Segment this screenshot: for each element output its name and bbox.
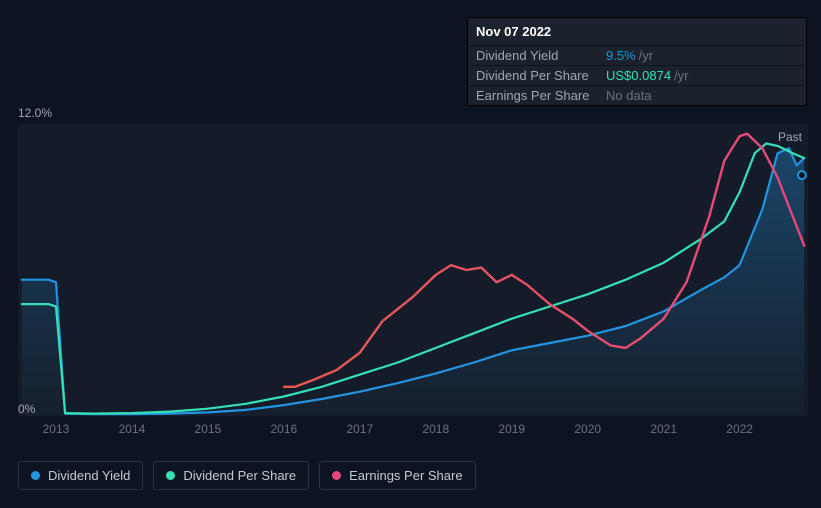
legend-label: Earnings Per Share xyxy=(349,468,462,483)
legend-label: Dividend Per Share xyxy=(183,468,296,483)
tooltip-label: Earnings Per Share xyxy=(476,88,606,103)
chart-container: 12.0% Past 0% 20132014201520162017201820… xyxy=(18,106,808,446)
tooltip-label: Dividend Per Share xyxy=(476,68,606,83)
x-axis-tick: 2016 xyxy=(271,422,298,436)
past-label: Past xyxy=(778,130,802,144)
x-axis-tick: 2014 xyxy=(119,422,146,436)
tooltip-date: Nov 07 2022 xyxy=(468,18,806,45)
legend-dot-icon xyxy=(166,471,175,480)
legend-item-earnings-per-share[interactable]: Earnings Per Share xyxy=(319,461,475,490)
x-axis-tick: 2018 xyxy=(422,422,449,436)
x-axis-tick: 2017 xyxy=(346,422,373,436)
x-axis: 2013 2014 2015 2016 2017 2018 2019 2020 2021 2022 xyxy=(18,422,808,446)
x-axis-tick: 2020 xyxy=(574,422,601,436)
y-axis-max-label: 12.0% xyxy=(18,106,52,120)
x-axis-tick: 2015 xyxy=(195,422,222,436)
legend-dot-icon xyxy=(31,471,40,480)
tooltip-value: US$0.0874 xyxy=(606,68,671,83)
chart-legend: Dividend Yield Dividend Per Share Earnin… xyxy=(18,461,476,490)
legend-label: Dividend Yield xyxy=(48,468,130,483)
tooltip-row: Dividend Yield 9.5% /yr xyxy=(468,45,806,65)
chart-svg xyxy=(18,124,808,416)
x-axis-tick: 2019 xyxy=(498,422,525,436)
chart-tooltip: Nov 07 2022 Dividend Yield 9.5% /yr Divi… xyxy=(467,17,807,106)
legend-dot-icon xyxy=(332,471,341,480)
tooltip-label: Dividend Yield xyxy=(476,48,606,63)
tooltip-unit: /yr xyxy=(639,48,653,63)
tooltip-value: 9.5% xyxy=(606,48,636,63)
tooltip-row: Dividend Per Share US$0.0874 /yr xyxy=(468,65,806,85)
x-axis-tick: 2022 xyxy=(726,422,753,436)
tooltip-value: No data xyxy=(606,88,652,103)
legend-item-dividend-per-share[interactable]: Dividend Per Share xyxy=(153,461,309,490)
chart-plot-area[interactable] xyxy=(18,124,808,416)
tooltip-unit: /yr xyxy=(674,68,688,83)
x-axis-tick: 2021 xyxy=(650,422,677,436)
legend-item-dividend-yield[interactable]: Dividend Yield xyxy=(18,461,143,490)
x-axis-tick: 2013 xyxy=(43,422,70,436)
y-axis-min-label: 0% xyxy=(18,402,35,416)
tooltip-row: Earnings Per Share No data xyxy=(468,85,806,105)
